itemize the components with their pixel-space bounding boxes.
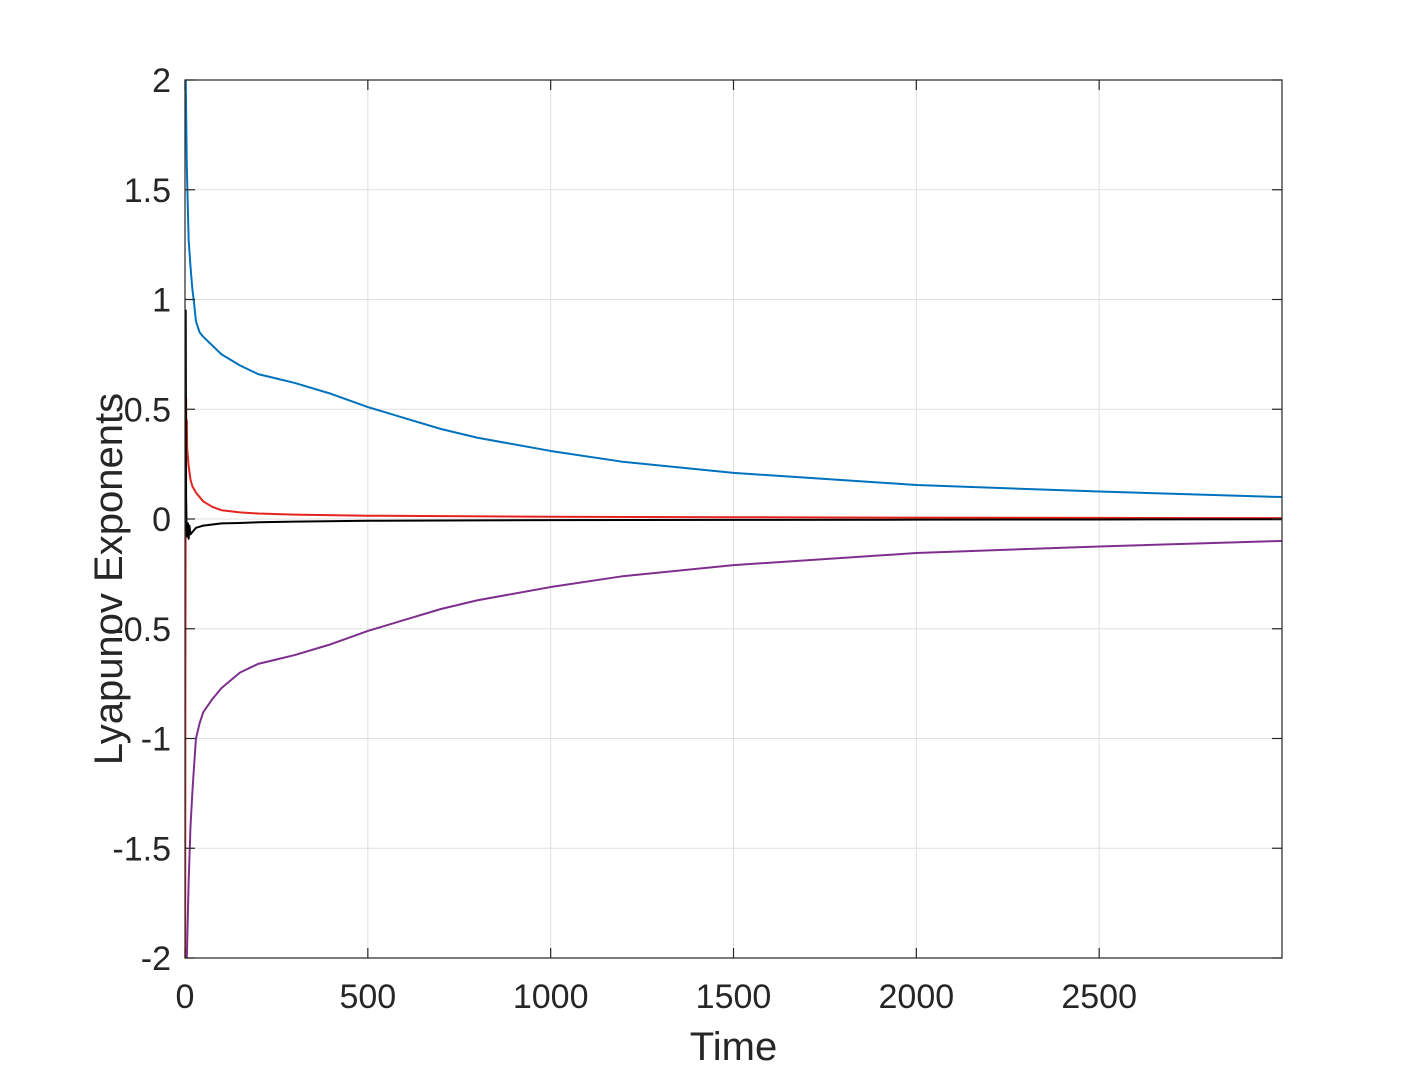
y-tick-label: -0.5 [112, 611, 171, 649]
y-tick-label: 0 [152, 501, 171, 539]
y-tick-label: -1.5 [112, 830, 171, 868]
tick-layer: 0 500 1000 1500 2000 2500 -2 -1.5 -1 -0.5 0 0.5 1 1.5… [112, 62, 1282, 1016]
series-line-1 [185, 80, 1282, 499]
y-tick-label: 1 [152, 282, 171, 320]
y-tick-label: 2 [152, 62, 171, 100]
x-axis-label: Time [690, 1025, 777, 1069]
x-tick-label: 500 [339, 978, 396, 1016]
x-tick-label: 2500 [1061, 978, 1137, 1016]
x-tick-label: 2000 [879, 978, 955, 1016]
y-tick-label: -1 [141, 721, 171, 759]
series-layer [185, 80, 1282, 958]
y-axis-label: Lyapunov Exponents [87, 393, 131, 765]
y-tick-label: 0.5 [124, 391, 171, 429]
x-tick-label: 1000 [513, 978, 589, 1016]
y-tick-label: 1.5 [124, 172, 171, 210]
x-tick-label: 0 [176, 978, 195, 1016]
series-line-3 [185, 309, 1282, 540]
x-tick-label: 1500 [696, 978, 772, 1016]
series-line-4 [185, 539, 1282, 958]
y-tick-label: -2 [141, 940, 171, 978]
